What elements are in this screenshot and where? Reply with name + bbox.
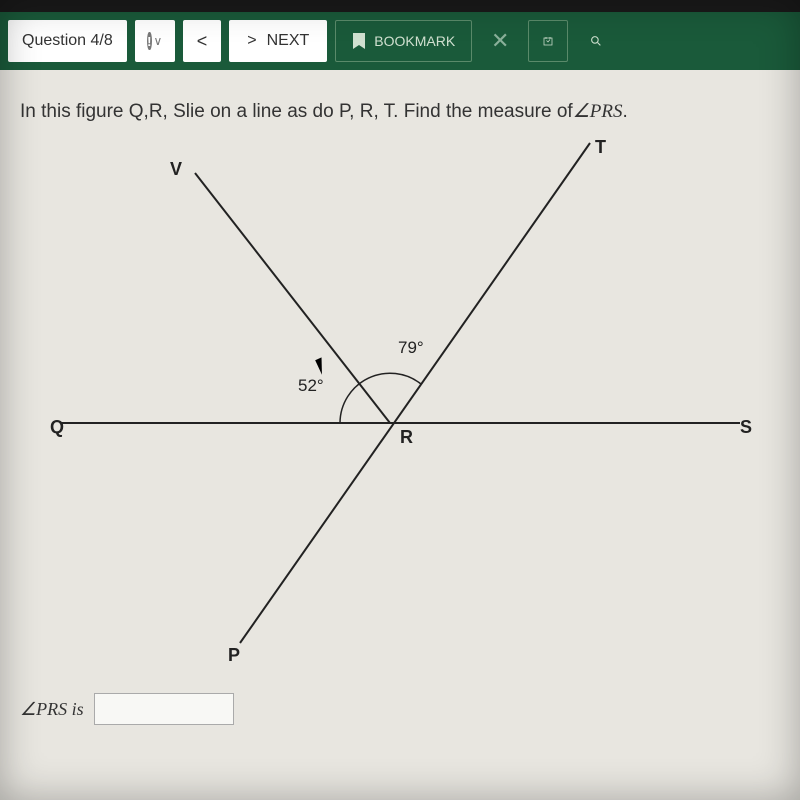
label-v: V: [170, 159, 182, 179]
alert-icon: !: [147, 32, 151, 50]
question-angle: ∠PRS: [573, 101, 623, 122]
content-area: In this figure Q,R, Slie on a line as do…: [0, 70, 800, 800]
figure-svg: Q S V T P R 52° 79°: [20, 133, 780, 683]
next-button[interactable]: > NEXT: [229, 20, 327, 62]
question-suffix: .: [622, 101, 627, 122]
ray-rv: [195, 173, 390, 423]
search-button[interactable]: [576, 20, 616, 62]
title-bar: [0, 0, 800, 12]
nav-bar: Question 4/8 ! ∨ < > NEXT BOOKMARK ✕: [0, 12, 800, 70]
alert-button[interactable]: ! ∨: [135, 20, 175, 62]
question-counter: Question 4/8: [8, 20, 127, 62]
calendar-button[interactable]: [528, 20, 568, 62]
label-q: Q: [50, 417, 64, 437]
angle-79: 79°: [398, 338, 424, 357]
calendar-icon: [543, 31, 553, 51]
alert-caret: ∨: [154, 34, 163, 48]
angle-arc: [340, 373, 421, 423]
close-button[interactable]: ✕: [480, 20, 520, 62]
label-t: T: [595, 137, 606, 157]
next-label: NEXT: [267, 32, 310, 50]
close-icon: ✕: [491, 28, 509, 54]
bookmark-label: BOOKMARK: [374, 33, 455, 49]
answer-input[interactable]: [94, 693, 234, 725]
question-prefix: In this figure Q,R, Slie on a line as do…: [20, 101, 573, 122]
label-r: R: [400, 427, 413, 447]
question-counter-text: Question 4/8: [22, 32, 113, 50]
line-pt: [240, 143, 590, 643]
answer-row: ∠PRS is: [20, 693, 780, 725]
question-text: In this figure Q,R, Slie on a line as do…: [20, 100, 780, 123]
prev-button[interactable]: <: [183, 20, 222, 62]
label-s: S: [740, 417, 752, 437]
search-icon: [590, 30, 602, 52]
chevron-left-icon: <: [197, 31, 208, 52]
chevron-right-icon: >: [247, 32, 256, 50]
angle-52: 52°: [298, 376, 324, 395]
label-p: P: [228, 645, 240, 665]
geometry-figure: Q S V T P R 52° 79°: [20, 133, 780, 683]
bookmark-icon: [352, 33, 366, 49]
bookmark-button[interactable]: BOOKMARK: [335, 20, 472, 62]
answer-label: ∠PRS is: [20, 699, 84, 720]
